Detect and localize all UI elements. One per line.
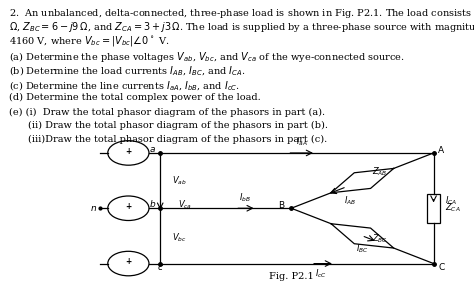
Text: C: C — [438, 263, 444, 272]
Text: (e) (i)  Draw the total phasor diagram of the phasors in part (a).: (e) (i) Draw the total phasor diagram of… — [9, 108, 325, 117]
Text: $I_{cC}$: $I_{cC}$ — [315, 268, 327, 280]
Text: $V_{bc}$: $V_{bc}$ — [172, 232, 187, 245]
Text: +: + — [125, 147, 131, 156]
Text: (b) Determine the load currents $I_{AB}$, $I_{BC}$, and $I_{CA}$.: (b) Determine the load currents $I_{AB}$… — [9, 65, 245, 78]
Text: $Z_{BC}$: $Z_{BC}$ — [372, 232, 388, 245]
Text: +: + — [125, 202, 131, 211]
Text: 2.  An unbalanced, delta-connected, three-phase load is shown in Fig. P2.1. The : 2. An unbalanced, delta-connected, three… — [9, 6, 474, 20]
Text: $\Omega$, $Z_{BC} = 6 - j9\,\Omega$, and $Z_{CA} = 3 + j3\,\Omega$. The load is : $\Omega$, $Z_{BC} = 6 - j9\,\Omega$, and… — [9, 20, 474, 34]
Text: $Z_{CA}$: $Z_{CA}$ — [445, 202, 461, 214]
Text: A: A — [438, 146, 444, 155]
Bar — [427, 194, 440, 223]
Text: +: + — [125, 257, 131, 266]
Text: b: b — [150, 200, 155, 209]
Text: $I_{BC}$: $I_{BC}$ — [356, 242, 369, 255]
Text: B: B — [278, 201, 284, 210]
Text: c: c — [158, 263, 163, 272]
Text: a: a — [150, 145, 155, 154]
Text: $I_{aA}$: $I_{aA}$ — [296, 135, 308, 148]
Text: $I_{bB}$: $I_{bB}$ — [239, 191, 251, 204]
Text: $I_{AB}$: $I_{AB}$ — [344, 195, 356, 207]
Text: $I_{CA}$: $I_{CA}$ — [445, 195, 457, 207]
Text: $V_{ca}$: $V_{ca}$ — [178, 199, 192, 211]
Text: Fig. P2.1: Fig. P2.1 — [269, 272, 314, 281]
Text: (d) Determine the total complex power of the load.: (d) Determine the total complex power of… — [9, 93, 260, 102]
Text: (iii)Draw the total phasor diagram of the phasors in part (c).: (iii)Draw the total phasor diagram of th… — [28, 135, 328, 144]
Text: $V_{ab}$: $V_{ab}$ — [172, 174, 187, 187]
Text: (a) Determine the phase voltages $V_{ab}$, $V_{bc}$, and $V_{ca}$ of the wye-con: (a) Determine the phase voltages $V_{ab}… — [9, 50, 404, 64]
Text: 4160 V, where $V_{bc} = |V_{bc}|\angle 0^\circ$ V.: 4160 V, where $V_{bc} = |V_{bc}|\angle 0… — [9, 34, 169, 49]
Text: (ii) Draw the total phasor diagram of the phasors in part (b).: (ii) Draw the total phasor diagram of th… — [28, 121, 328, 130]
Text: (c) Determine the line currents $I_{aA}$, $I_{bB}$, and $I_{cC}$.: (c) Determine the line currents $I_{aA}$… — [9, 79, 240, 92]
Text: $Z_{AB}$: $Z_{AB}$ — [372, 166, 388, 178]
Text: n: n — [91, 204, 97, 213]
